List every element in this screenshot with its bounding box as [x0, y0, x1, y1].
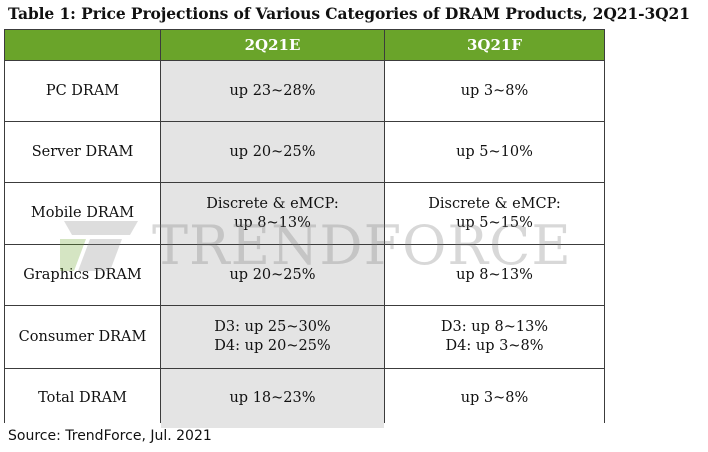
total-dram-3q21: up 3~8%: [385, 369, 604, 428]
consumer-dram-3q21-line2: D4: up 3~8%: [445, 338, 544, 354]
graphics-dram-2q21: up 20~25%: [161, 245, 384, 305]
consumer-dram-2q21: D3: up 25~30% D4: up 20~25%: [161, 306, 384, 368]
mobile-dram-3q21: Discrete & eMCP: up 5~15%: [385, 183, 604, 244]
server-dram-3q21: up 5~10%: [385, 122, 604, 182]
category-server-dram: Server DRAM: [5, 122, 160, 182]
mobile-dram-2q21: Discrete & eMCP: up 8~13%: [161, 183, 384, 244]
server-dram-2q21: up 20~25%: [161, 122, 384, 182]
category-mobile-dram: Mobile DRAM: [5, 183, 160, 244]
consumer-dram-3q21-line1: D3: up 8~13%: [440, 319, 549, 335]
consumer-dram-2q21-line1: D3: up 25~30%: [214, 319, 331, 335]
price-projection-table: 2Q21E 3Q21F PC DRAM up 23~28% up 3~8% Se…: [4, 29, 605, 428]
category-graphics-dram: Graphics DRAM: [5, 245, 160, 305]
header-3q21f: 3Q21F: [385, 30, 604, 60]
category-pc-dram: PC DRAM: [5, 61, 160, 121]
total-dram-2q21: up 18~23%: [161, 369, 384, 428]
mobile-dram-2q21-line1: Discrete & eMCP:: [206, 195, 339, 212]
pc-dram-3q21: up 3~8%: [385, 61, 604, 121]
mobile-dram-3q21-line2: up 5~15%: [456, 214, 533, 231]
header-2q21e: 2Q21E: [161, 30, 384, 60]
pc-dram-2q21: up 23~28%: [161, 61, 384, 121]
consumer-dram-3q21: D3: up 8~13% D4: up 3~8%: [385, 306, 604, 368]
category-total-dram: Total DRAM: [5, 369, 160, 428]
mobile-dram-3q21-line1: Discrete & eMCP:: [428, 195, 561, 212]
header-blank: [5, 30, 160, 60]
consumer-dram-2q21-line2: D4: up 20~25%: [214, 338, 331, 354]
category-consumer-dram: Consumer DRAM: [5, 306, 160, 368]
mobile-dram-2q21-line2: up 8~13%: [234, 214, 311, 231]
graphics-dram-3q21: up 8~13%: [385, 245, 604, 305]
table-title: Table 1: Price Projections of Various Ca…: [8, 4, 690, 23]
source-note: Source: TrendForce, Jul. 2021: [8, 428, 212, 444]
